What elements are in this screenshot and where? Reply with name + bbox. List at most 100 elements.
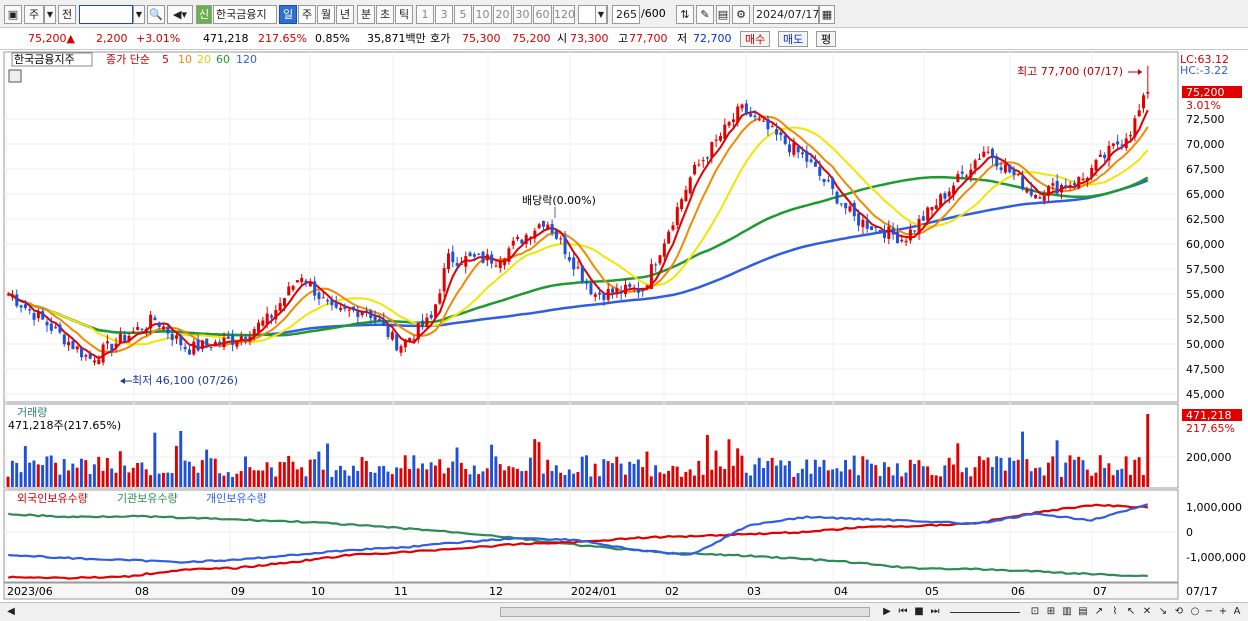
period-week[interactable]: 주 [298,5,316,24]
volume-bar [684,471,688,487]
period-day[interactable]: 일 [279,5,297,24]
interval-1[interactable]: 1 [416,5,434,24]
volume-bar [153,432,157,487]
period-minute[interactable]: 분 [357,5,375,24]
volume-ratio: 217.65% [258,32,307,45]
volume-bar [114,472,118,487]
candle-body [775,129,779,135]
holdings-y-tick-pos: 1,000,000 [1186,501,1242,514]
candle-body [779,132,783,136]
volume-bar [1038,467,1042,487]
candle-body [554,230,558,239]
fast-forward-icon[interactable]: ⏭ [930,606,940,617]
save-icon[interactable]: ▤ [716,5,730,24]
date-input[interactable]: 2024/07/17 [753,5,819,24]
code-dropdown-icon[interactable]: ▼ [133,5,145,24]
scroll-right-icon[interactable]: ▶ [883,606,891,617]
interval-10[interactable]: 10 [473,5,492,24]
volume-bar [723,469,727,487]
candle-body [697,164,701,166]
volume-bar [783,465,787,487]
volume-bar [386,471,390,487]
tool-icon-6[interactable]: ⌇ [1112,606,1118,617]
tool-icon-3[interactable]: ▥ [1062,606,1072,617]
scroll-thumb[interactable] [500,607,870,617]
volume-bar [641,467,645,487]
tool-icon-2[interactable]: ⊞ [1046,606,1056,617]
compare-icon[interactable]: ⇅ [676,5,694,24]
x-axis-label: 09 [231,585,245,598]
volume-bar [969,476,973,487]
scroll-left-icon[interactable]: ◀ [7,606,15,617]
interval-5[interactable]: 5 [454,5,472,24]
tool-icon-1[interactable]: ⊡ [1030,606,1040,617]
volume-bar [826,470,830,487]
draw-tool-icon[interactable]: ✎ [696,5,714,24]
count-input[interactable]: 265 [612,5,640,24]
candle-body [123,335,127,342]
stock-chart[interactable]: 한국금융지주 종가 단순 5 10 20 60 120 LC:63.12 HC:… [0,50,1248,603]
candle-body [684,189,688,201]
candle-body [1137,110,1141,117]
tool-icon-8[interactable]: ✕ [1142,606,1152,617]
volume-bar [472,465,476,487]
price-panel-frame [3,51,1179,403]
candle-body [352,306,356,311]
candle-body [1103,154,1107,159]
rewind-icon[interactable]: ⏮ [898,606,908,617]
speaker-icon[interactable]: ◀▾ [167,5,193,24]
tool-icon-5[interactable]: ↗ [1094,606,1104,617]
chart-area[interactable]: 한국금융지주 종가 단순 5 10 20 60 120 LC:63.12 HC:… [0,50,1248,603]
chart-scrollbar[interactable]: ◀ ▶ ⏮ ■ ⏭ ⊡ ⊞ ▥ ▤ ↗ ⌇ ↖ ✕ ↘ ⟲ ○ − + A [0,602,1248,621]
candle-body [477,253,481,255]
candle-body [1064,185,1068,188]
eval-button[interactable]: 평 [816,31,837,47]
interval-20[interactable]: 20 [493,5,512,24]
sell-button[interactable]: 매도 [778,31,809,47]
buy-button[interactable]: 매수 [740,31,771,47]
period-tick[interactable]: 틱 [395,5,413,24]
font-size-icon[interactable]: A [1233,606,1241,617]
volume-bar [952,464,955,487]
volume-bar [1016,459,1020,487]
table-toggle-icon[interactable] [8,69,22,83]
search-icon[interactable]: 🔍 [147,5,165,24]
tool-icon-7[interactable]: ↖ [1126,606,1136,617]
minus-icon[interactable]: − [1204,606,1214,617]
candle-body [973,160,977,169]
prev-button[interactable]: 전 [58,5,76,24]
candle-body [520,239,524,244]
candle-body [170,333,174,340]
gear-icon[interactable]: ⚙ [732,5,750,24]
candle-body [446,253,450,270]
custom-dropdown-icon[interactable]: ▼ [595,5,607,24]
zoom-slider[interactable] [950,612,1020,613]
tool-icon-10[interactable]: ⟲ [1174,606,1184,617]
interval-60[interactable]: 60 [533,5,552,24]
plus-icon[interactable]: + [1218,606,1228,617]
stop-icon[interactable]: ■ [914,606,924,617]
stock-tag-box[interactable] [11,52,93,67]
interval-3[interactable]: 3 [435,5,453,24]
grid-lines [4,52,1178,582]
candle-body [304,280,308,284]
interval-120[interactable]: 120 [553,5,575,24]
volume-bar [960,472,964,487]
tool-icon-9[interactable]: ↘ [1158,606,1168,617]
window-menu-icon[interactable]: ▣ [4,5,22,24]
period-month[interactable]: 월 [317,5,335,24]
calendar-icon[interactable]: ▦ [819,5,835,24]
volume-bar [88,474,92,487]
candle-body [10,296,14,298]
candle-body [727,122,731,126]
interval-30[interactable]: 30 [513,5,532,24]
period-second[interactable]: 초 [376,5,394,24]
period-year[interactable]: 년 [336,5,354,24]
type-dropdown-icon[interactable]: ▼ [44,5,56,24]
tool-icon-4[interactable]: ▤ [1078,606,1088,617]
zoom-out-icon[interactable]: ○ [1190,606,1200,617]
new-badge[interactable]: 신 [196,5,212,24]
type-select[interactable]: 주 [24,5,44,24]
volume-bar [408,468,411,487]
stock-code-input[interactable]: 071050 [79,5,133,24]
